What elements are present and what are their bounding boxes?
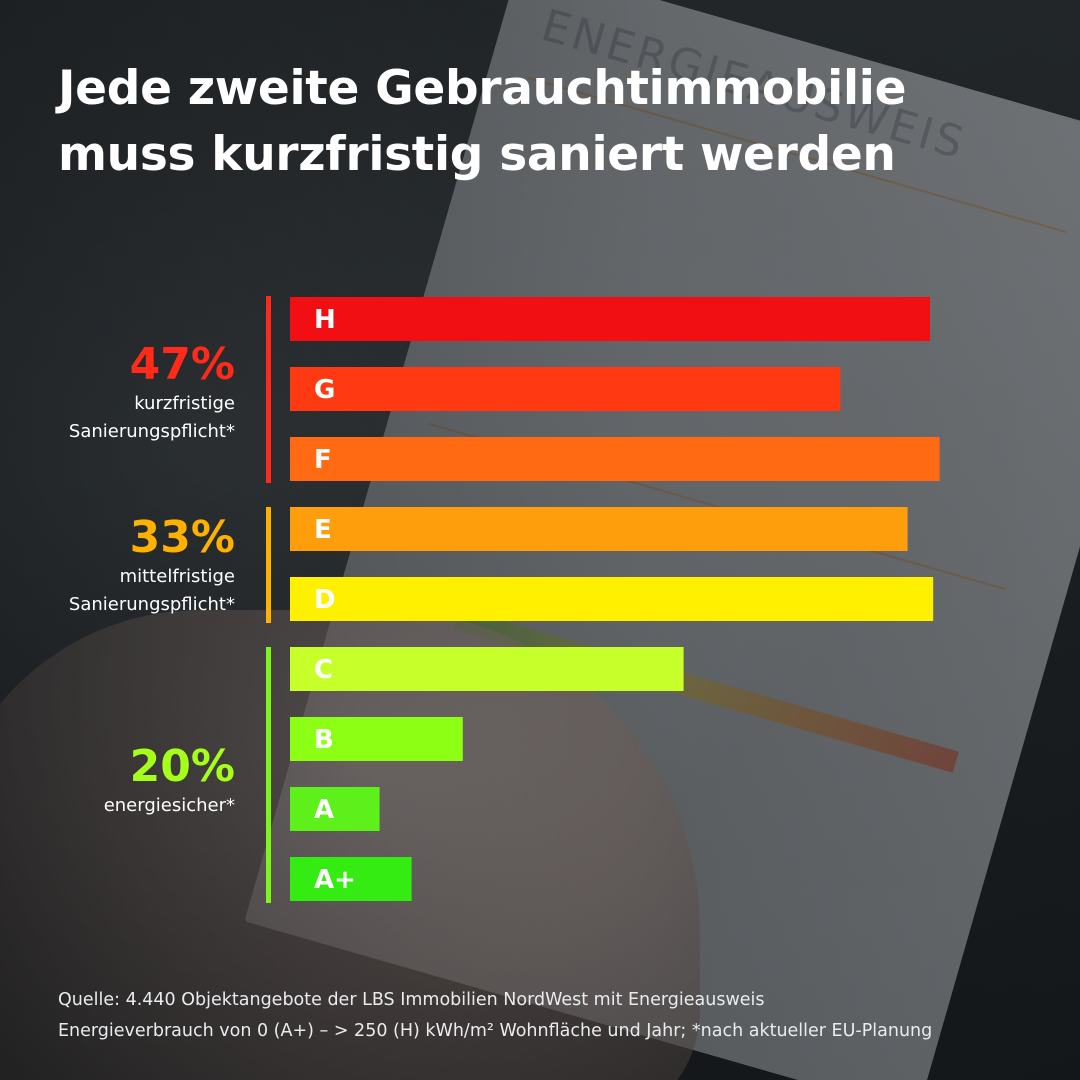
group-bracket-mid-term: [266, 507, 271, 623]
bar-f: [290, 437, 940, 481]
bar-c: [290, 647, 684, 691]
bar-label-e: E: [314, 515, 332, 545]
bar-label-c: C: [314, 655, 333, 685]
bar-e: [290, 507, 908, 551]
group-percentage: 20%: [129, 741, 235, 792]
bar-label-a: A: [314, 795, 334, 825]
headline: Jede zweite Gebrauchtimmobilie muss kurz…: [58, 56, 1048, 188]
group-label-short-term: 47% kurzfristige Sanierungspflicht*: [69, 340, 235, 446]
group-percentage: 47%: [129, 339, 235, 390]
footnote-line-2: Energieverbrauch von 0 (A+) – > 250 (H) …: [58, 1021, 933, 1041]
bar-label-d: D: [314, 585, 336, 615]
bar-b: [290, 717, 463, 761]
group-description: kurzfristige: [134, 393, 235, 414]
bar-a-plus: [290, 857, 412, 901]
group-description: mittelfristige: [119, 566, 235, 587]
headline-line-2: muss kurzfristig saniert werden: [58, 127, 896, 182]
bar-label-f: F: [314, 445, 332, 475]
footnote-line-1: Quelle: 4.440 Objektangebote der LBS Imm…: [58, 990, 765, 1010]
bar-a: [290, 787, 380, 831]
group-bracket-short-term: [266, 296, 271, 483]
group-description: Sanierungspflicht*: [68, 594, 235, 615]
group-description: energiesicher*: [103, 795, 235, 816]
group-percentage: 33%: [129, 512, 235, 563]
headline-line-1: Jede zweite Gebrauchtimmobilie: [58, 61, 907, 116]
bar-g: [290, 367, 841, 411]
bar-h: [290, 297, 930, 341]
bar-label-h: H: [314, 305, 336, 335]
source-footnote: Quelle: 4.440 Objektangebote der LBS Imm…: [58, 985, 1068, 1047]
bar-d: [290, 577, 934, 621]
bar-label-b: B: [314, 725, 334, 755]
group-bracket-energy-safe: [266, 647, 271, 903]
group-description: Sanierungspflicht*: [68, 421, 235, 442]
group-label-energy-safe: 20% energiesicher*: [104, 742, 235, 820]
bar-label-a-plus: A+: [314, 865, 356, 895]
group-label-mid-term: 33% mittelfristige Sanierungspflicht*: [69, 513, 235, 619]
bar-label-g: G: [314, 375, 335, 405]
